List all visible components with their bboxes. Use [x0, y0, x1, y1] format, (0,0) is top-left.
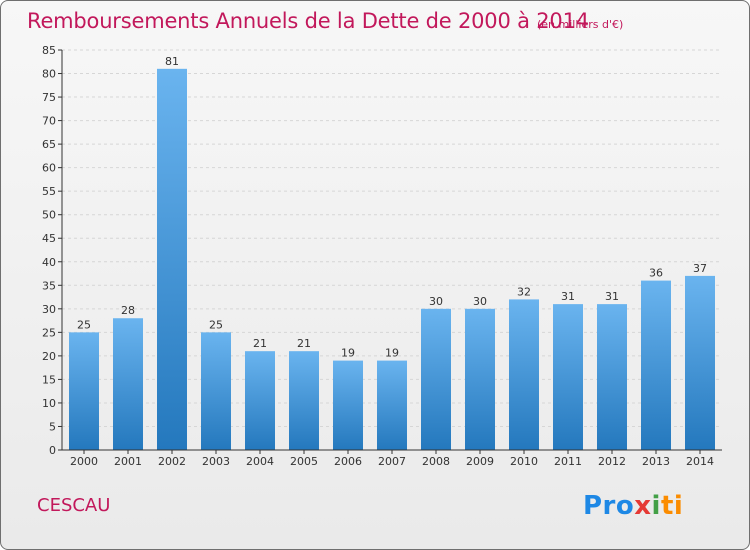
y-tick-label: 70: [42, 115, 56, 128]
x-tick-label: 2002: [158, 455, 186, 468]
bar: [509, 299, 539, 450]
y-tick-label: 50: [42, 209, 56, 222]
logo-part-2: x: [634, 491, 652, 521]
bar: [377, 360, 407, 450]
y-tick-label: 35: [42, 279, 56, 292]
y-tick-label: 20: [42, 350, 56, 363]
x-tick-label: 2013: [642, 455, 670, 468]
x-tick-label: 2008: [422, 455, 450, 468]
bar-value-label: 21: [253, 337, 267, 350]
bar: [465, 308, 495, 450]
bar: [421, 308, 451, 450]
y-tick-label: 85: [42, 44, 56, 57]
chart-title: Remboursements Annuels de la Dette de 20…: [27, 9, 589, 33]
proxiti-logo: Proxiti: [583, 491, 683, 521]
y-tick-label: 15: [42, 373, 56, 386]
y-tick-label: 45: [42, 232, 56, 245]
y-tick-label: 25: [42, 326, 56, 339]
x-tick-label: 2003: [202, 455, 230, 468]
x-tick-label: 2012: [598, 455, 626, 468]
bar-value-label: 36: [649, 267, 663, 280]
bar: [597, 304, 627, 450]
y-tick-label: 40: [42, 256, 56, 269]
y-tick-label: 5: [49, 420, 56, 433]
y-tick-label: 75: [42, 91, 56, 104]
y-tick-label: 30: [42, 303, 56, 316]
y-tick-label: 65: [42, 138, 56, 151]
bar-value-label: 31: [605, 290, 619, 303]
bar: [201, 332, 231, 450]
bar: [289, 351, 319, 450]
logo-part-3: i: [651, 491, 661, 521]
bar-value-label: 30: [429, 295, 443, 308]
x-tick-label: 2014: [686, 455, 714, 468]
chart-unit: (en milliers d'€): [537, 18, 624, 31]
bar-value-label: 30: [473, 295, 487, 308]
bar-value-label: 21: [297, 337, 311, 350]
bar: [641, 280, 671, 450]
x-tick-label: 2000: [70, 455, 98, 468]
bar: [333, 360, 363, 450]
bar-value-label: 19: [341, 347, 355, 360]
bar: [685, 275, 715, 450]
bar-value-label: 25: [77, 318, 91, 331]
y-tick-label: 60: [42, 162, 56, 175]
bar-value-label: 32: [517, 285, 531, 298]
bars: 25 28 81 25 21 21 19 19 30 30 32 31 31 36 37: [69, 55, 715, 450]
bar-value-label: 37: [693, 262, 707, 275]
y-tick-label: 10: [42, 397, 56, 410]
bar: [245, 351, 275, 450]
bar: [157, 68, 187, 450]
x-tick-label: 2004: [246, 455, 274, 468]
bar: [69, 332, 99, 450]
logo-part-4: ti: [660, 491, 684, 521]
bar-value-label: 25: [209, 318, 223, 331]
x-tick-label: 2009: [466, 455, 494, 468]
y-tick-label: 55: [42, 185, 56, 198]
x-tick-label: 2010: [510, 455, 538, 468]
bar-value-label: 19: [385, 347, 399, 360]
bar: [553, 304, 583, 450]
bar: [113, 318, 143, 450]
y-tick-label: 80: [42, 68, 56, 81]
x-tick-label: 2011: [554, 455, 582, 468]
x-tick-label: 2007: [378, 455, 406, 468]
y-tick-label: 0: [49, 444, 56, 457]
x-tick-label: 2005: [290, 455, 318, 468]
bar-value-label: 28: [121, 304, 135, 317]
commune-name: CESCAU: [37, 495, 111, 516]
bar-value-label: 31: [561, 290, 575, 303]
x-tick-label: 2006: [334, 455, 362, 468]
x-tick-label: 2001: [114, 455, 142, 468]
axes: 0 5 10 15 20 25 30 35 40 45 50 55 60 65 70 75 80 85 2000 20…: [42, 44, 722, 468]
logo-part-1: Pro: [583, 491, 635, 521]
bar-value-label: 81: [165, 55, 179, 68]
